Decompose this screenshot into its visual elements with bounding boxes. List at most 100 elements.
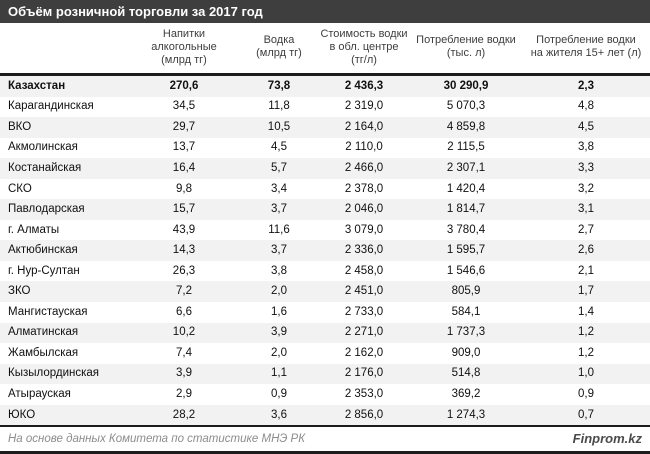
table-row: Казахстан 270,6 73,8 2 436,3 30 290,9 2,3	[0, 74, 650, 97]
value-cell: 2,3	[578, 79, 594, 92]
value-cell: 34,5	[172, 100, 196, 113]
value-cell: 7,2	[176, 285, 192, 298]
value-cell: 11,6	[268, 223, 290, 236]
value-cell: 2 046,0	[344, 203, 384, 216]
value-cell: 10,2	[172, 326, 196, 339]
value-cell: 1 420,4	[446, 182, 486, 195]
region-name: Актюбинская	[8, 244, 78, 257]
value-cell: 3,1	[578, 203, 594, 216]
value-cell: 11,8	[268, 100, 290, 113]
value-cell: 1 595,7	[446, 244, 486, 257]
value-cell: 2 336,0	[344, 244, 384, 257]
value-cell: 1,1	[271, 367, 287, 380]
value-cell: 5 070,3	[446, 100, 486, 113]
table-row: ВКО 29,7 10,5 2 164,0 4 859,8 4,5	[0, 117, 650, 138]
table-header: Напитки алкогольные (млрд тг) Водка (млр…	[0, 23, 650, 76]
value-cell: 3,8	[578, 141, 594, 154]
table-row: г. Алматы 43,9 11,6 3 079,0 3 780,4 2,7	[0, 220, 650, 241]
value-cell: 3 079,0	[344, 223, 384, 236]
value-cell: 9,8	[176, 182, 192, 195]
footer: На основе данных Комитета по статистике …	[0, 425, 650, 454]
value-cell: 2 378,0	[344, 182, 384, 195]
table-row: Жамбылская 7,4 2,0 2 162,0 909,0 1,2	[0, 343, 650, 364]
region-name: Мангистауская	[8, 305, 88, 318]
region-name: ВКО	[8, 120, 32, 133]
value-cell: 16,4	[172, 161, 196, 174]
table-row: Костанайская 16,4 5,7 2 466,0 2 307,1 3,3	[0, 158, 650, 179]
value-cell: 1,2	[578, 326, 594, 339]
region-name: г. Нур-Султан	[8, 264, 80, 277]
value-cell: 2 436,3	[344, 79, 384, 92]
value-cell: 3,9	[176, 367, 192, 380]
value-cell: 2 271,0	[344, 326, 384, 339]
value-cell: 1,7	[578, 285, 594, 298]
value-cell: 3,3	[578, 161, 594, 174]
value-cell: 0,9	[578, 387, 594, 400]
table-row: Кызылординская 3,9 1,1 2 176,0 514,8 1,0	[0, 363, 650, 385]
value-cell: 1 814,7	[446, 203, 486, 216]
value-cell: 2 176,0	[344, 367, 384, 380]
data-source-note: На основе данных Комитета по статистике …	[8, 432, 306, 445]
table-row: Алматинская 10,2 3,9 2 271,0 1 737,3 1,2	[0, 322, 650, 344]
table-row: ЮКО 28,2 3,6 2 856,0 1 274,3 0,7	[0, 404, 650, 426]
column-header-vodka-price: Стоимость водки в обл. центре (тг/л)	[318, 23, 410, 76]
region-name: Карагандинская	[8, 100, 94, 113]
value-cell: 2 353,0	[344, 387, 384, 400]
column-header-alcohol-drinks: Напитки алкогольные (млрд тг)	[128, 23, 240, 76]
value-cell: 13,7	[172, 141, 196, 154]
value-cell: 10,5	[267, 120, 291, 133]
table-row: СКО 9,8 3,4 2 378,0 1 420,4 3,2	[0, 179, 650, 200]
value-cell: 2 110,0	[345, 141, 383, 154]
value-cell: 1 546,6	[446, 264, 486, 277]
value-cell: 28,2	[172, 408, 196, 421]
value-cell: 0,9	[271, 387, 287, 400]
value-cell: 3,4	[271, 182, 287, 195]
value-cell: 2 466,0	[344, 161, 384, 174]
value-cell: 15,7	[172, 203, 196, 216]
region-name: ЮКО	[8, 408, 36, 421]
region-name: СКО	[8, 182, 32, 195]
region-name: Жамбылская	[8, 346, 79, 359]
value-cell: 7,4	[176, 346, 192, 359]
retail-trade-table: Напитки алкогольные (млрд тг) Водка (млр…	[0, 23, 650, 426]
value-cell: 3,6	[271, 408, 287, 421]
value-cell: 2 162,0	[344, 346, 384, 359]
value-cell: 29,7	[172, 120, 196, 133]
value-cell: 3,9	[271, 326, 287, 339]
value-cell: 1,6	[271, 305, 287, 318]
value-cell: 1 737,3	[446, 326, 486, 339]
value-cell: 26,3	[172, 264, 196, 277]
table-row: Акмолинская 13,7 4,5 2 110,0 2 115,5 3,8	[0, 138, 650, 159]
table-row: Атырауская 2,9 0,9 2 353,0 369,2 0,9	[0, 384, 650, 405]
value-cell: 4,5	[578, 120, 594, 133]
value-cell: 2 115,5	[447, 141, 485, 154]
region-name: Костанайская	[8, 161, 82, 174]
value-cell: 4,5	[271, 141, 287, 154]
region-column-header	[0, 23, 128, 76]
table-row: Карагандинская 34,5 11,8 2 319,0 5 070,3 4,8	[0, 97, 650, 118]
value-cell: 5,7	[271, 161, 287, 174]
column-header-vodka-consumption: Потребление водки (тыс. л)	[410, 23, 522, 76]
table-row: Актюбинская 14,3 3,7 2 336,0 1 595,7 2,6	[0, 240, 650, 261]
column-header-vodka: Водка (млрд тг)	[240, 23, 318, 76]
value-cell: 2,0	[271, 285, 287, 298]
value-cell: 0,7	[578, 408, 594, 421]
value-cell: 270,6	[169, 79, 199, 92]
brand-watermark: Finprom.kz	[572, 431, 642, 447]
value-cell: 2 458,0	[344, 264, 384, 277]
value-cell: 1,0	[578, 367, 594, 380]
value-cell: 1 274,3	[446, 408, 486, 421]
region-name: Павлодарская	[8, 203, 85, 216]
value-cell: 584,1	[451, 305, 481, 318]
value-cell: 2,9	[176, 387, 192, 400]
value-cell: 2 733,0	[344, 305, 384, 318]
value-cell: 805,9	[451, 285, 481, 298]
value-cell: 73,8	[267, 79, 291, 92]
value-cell: 909,0	[451, 346, 481, 359]
value-cell: 1,4	[578, 305, 594, 318]
value-cell: 30 290,9	[443, 79, 489, 92]
table-row: г. Нур-Султан 26,3 3,8 2 458,0 1 546,6 2,1	[0, 261, 650, 282]
value-cell: 3 780,4	[446, 223, 486, 236]
value-cell: 2,7	[578, 223, 594, 236]
